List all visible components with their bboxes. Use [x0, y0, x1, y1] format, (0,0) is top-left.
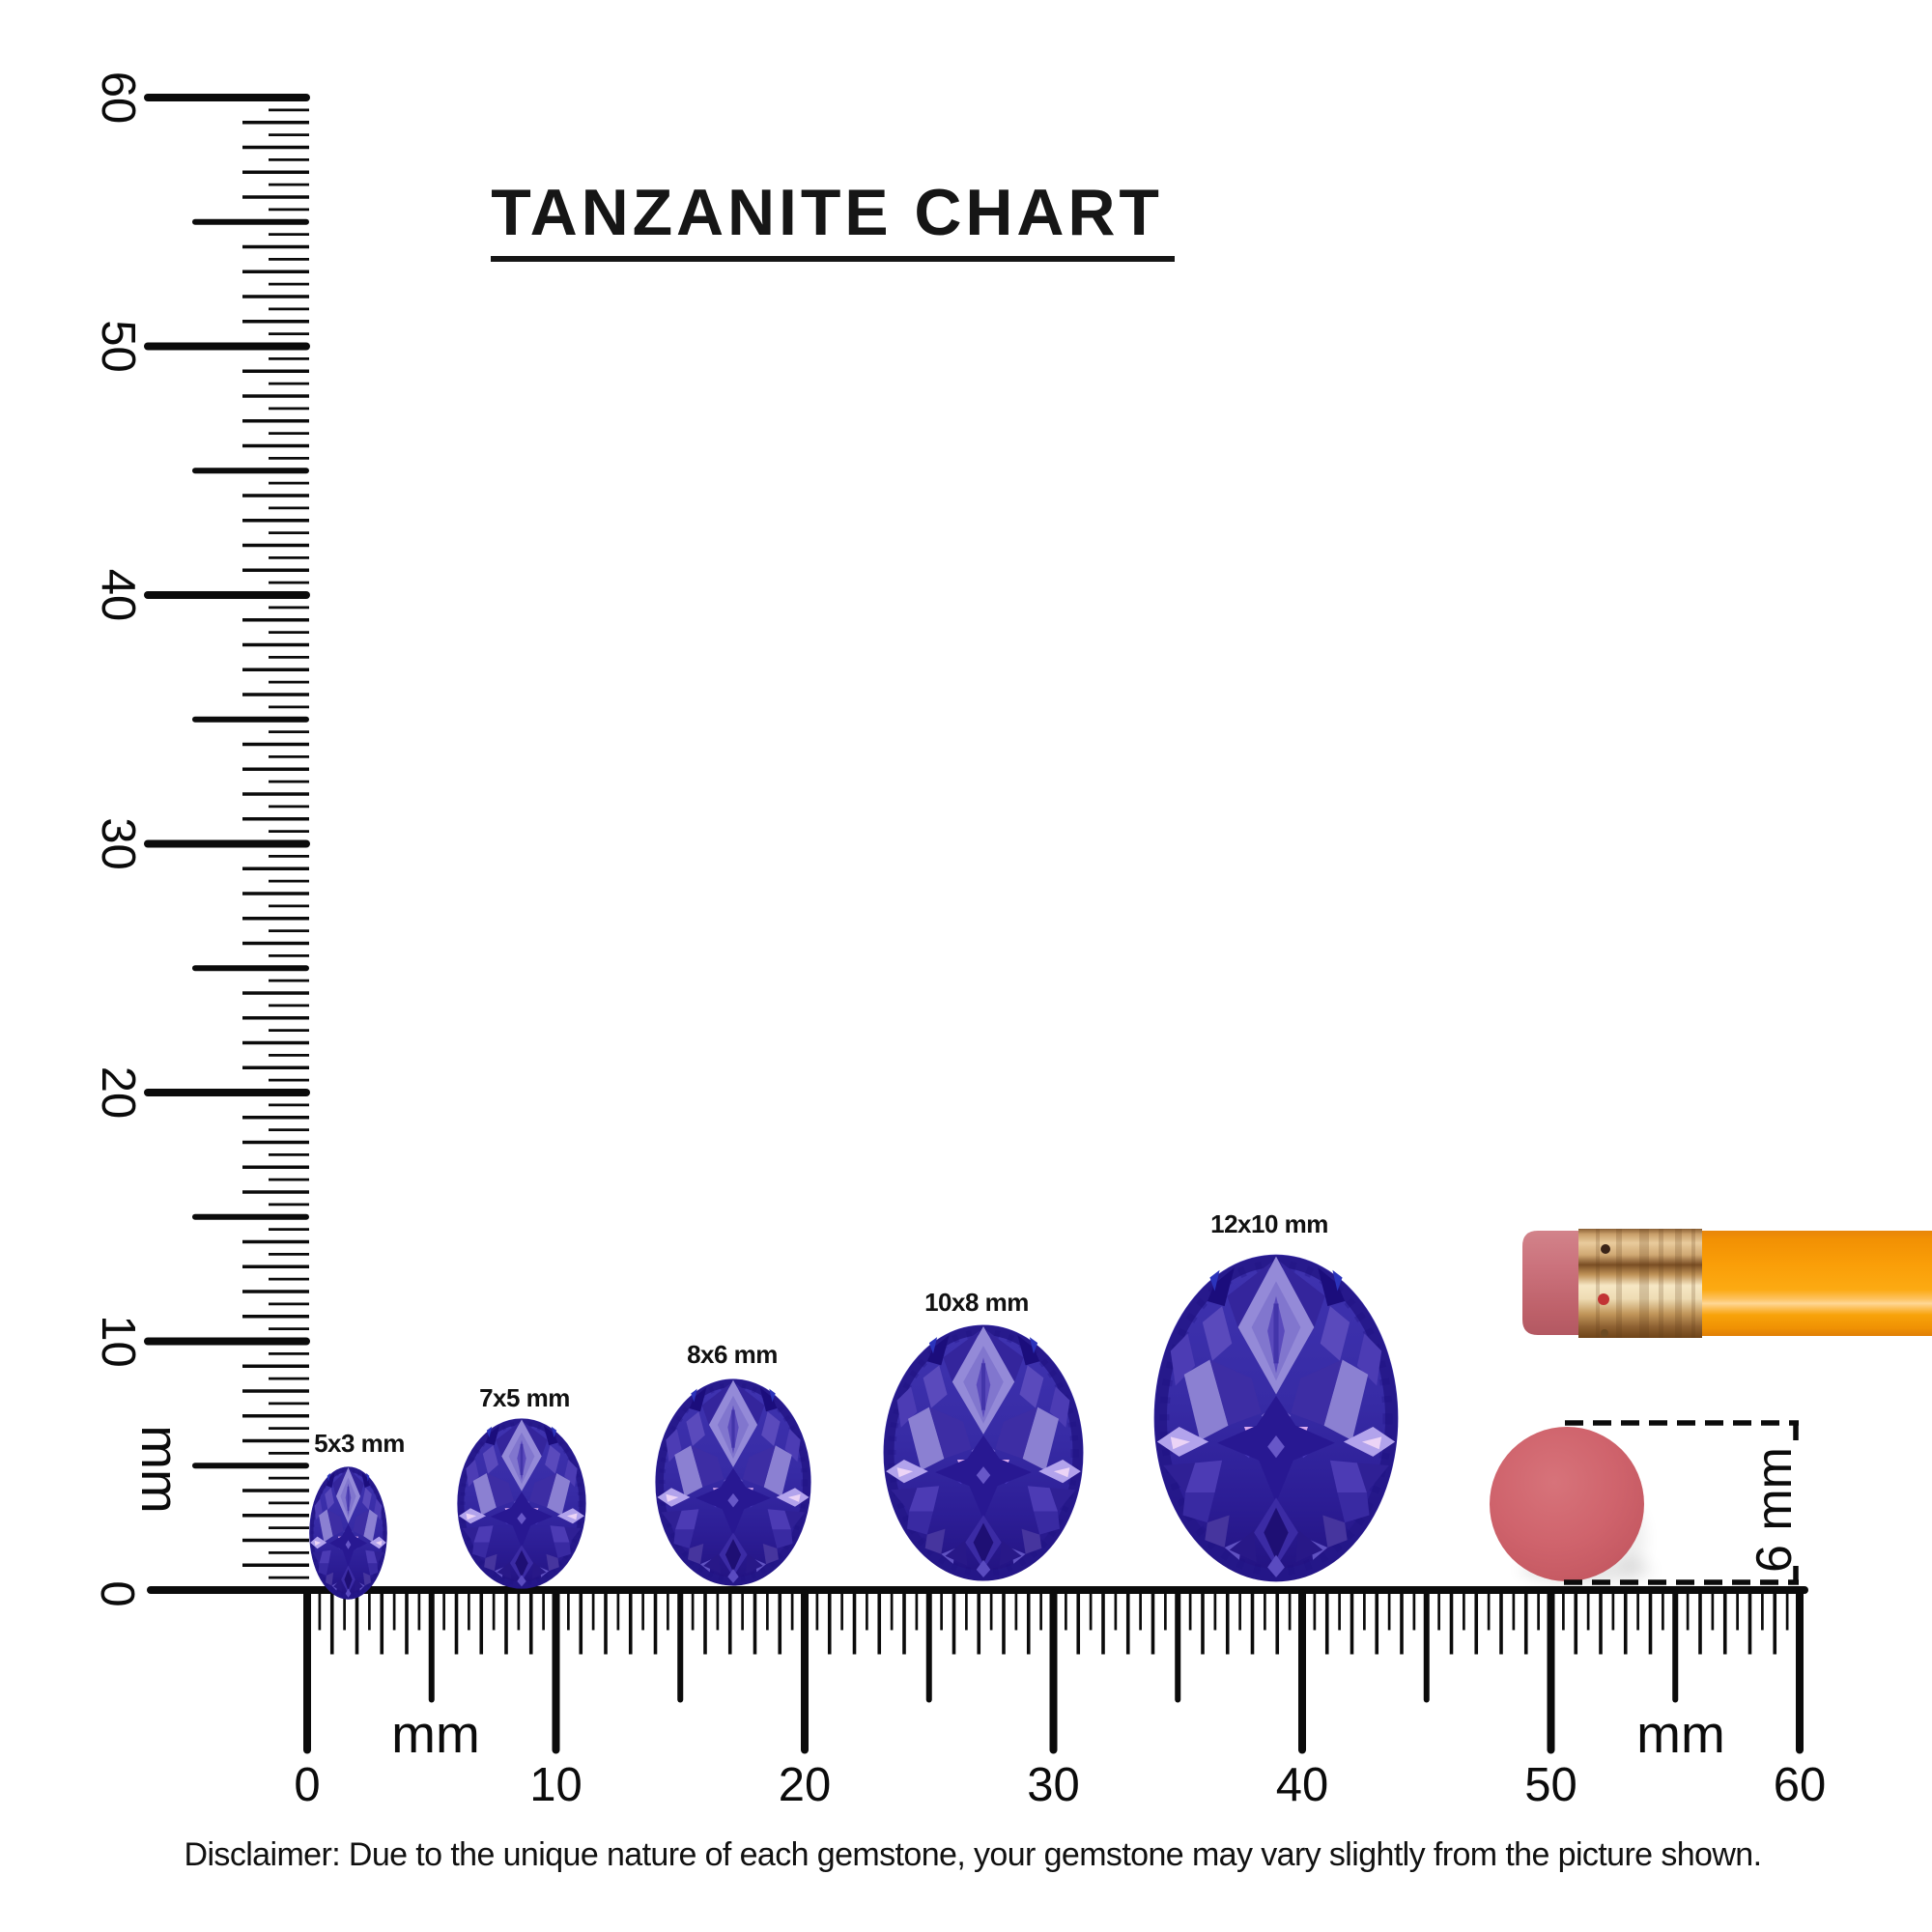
- svg-text:10: 10: [529, 1759, 582, 1811]
- svg-text:0: 0: [294, 1759, 320, 1811]
- svg-text:40: 40: [92, 569, 144, 622]
- svg-text:60: 60: [92, 71, 144, 125]
- svg-text:mm: mm: [130, 1425, 190, 1514]
- svg-text:30: 30: [92, 817, 144, 870]
- svg-text:60: 60: [1774, 1759, 1827, 1811]
- svg-text:40: 40: [1276, 1759, 1329, 1811]
- svg-text:10: 10: [92, 1315, 144, 1368]
- svg-text:50: 50: [92, 320, 144, 373]
- svg-text:mm: mm: [1636, 1704, 1725, 1764]
- svg-text:20: 20: [779, 1759, 832, 1811]
- svg-text:0: 0: [91, 1580, 143, 1606]
- svg-text:mm: mm: [391, 1704, 480, 1764]
- svg-text:50: 50: [1524, 1759, 1577, 1811]
- svg-text:6 mm: 6 mm: [1747, 1447, 1803, 1573]
- svg-text:30: 30: [1027, 1759, 1080, 1811]
- svg-text:20: 20: [92, 1066, 144, 1120]
